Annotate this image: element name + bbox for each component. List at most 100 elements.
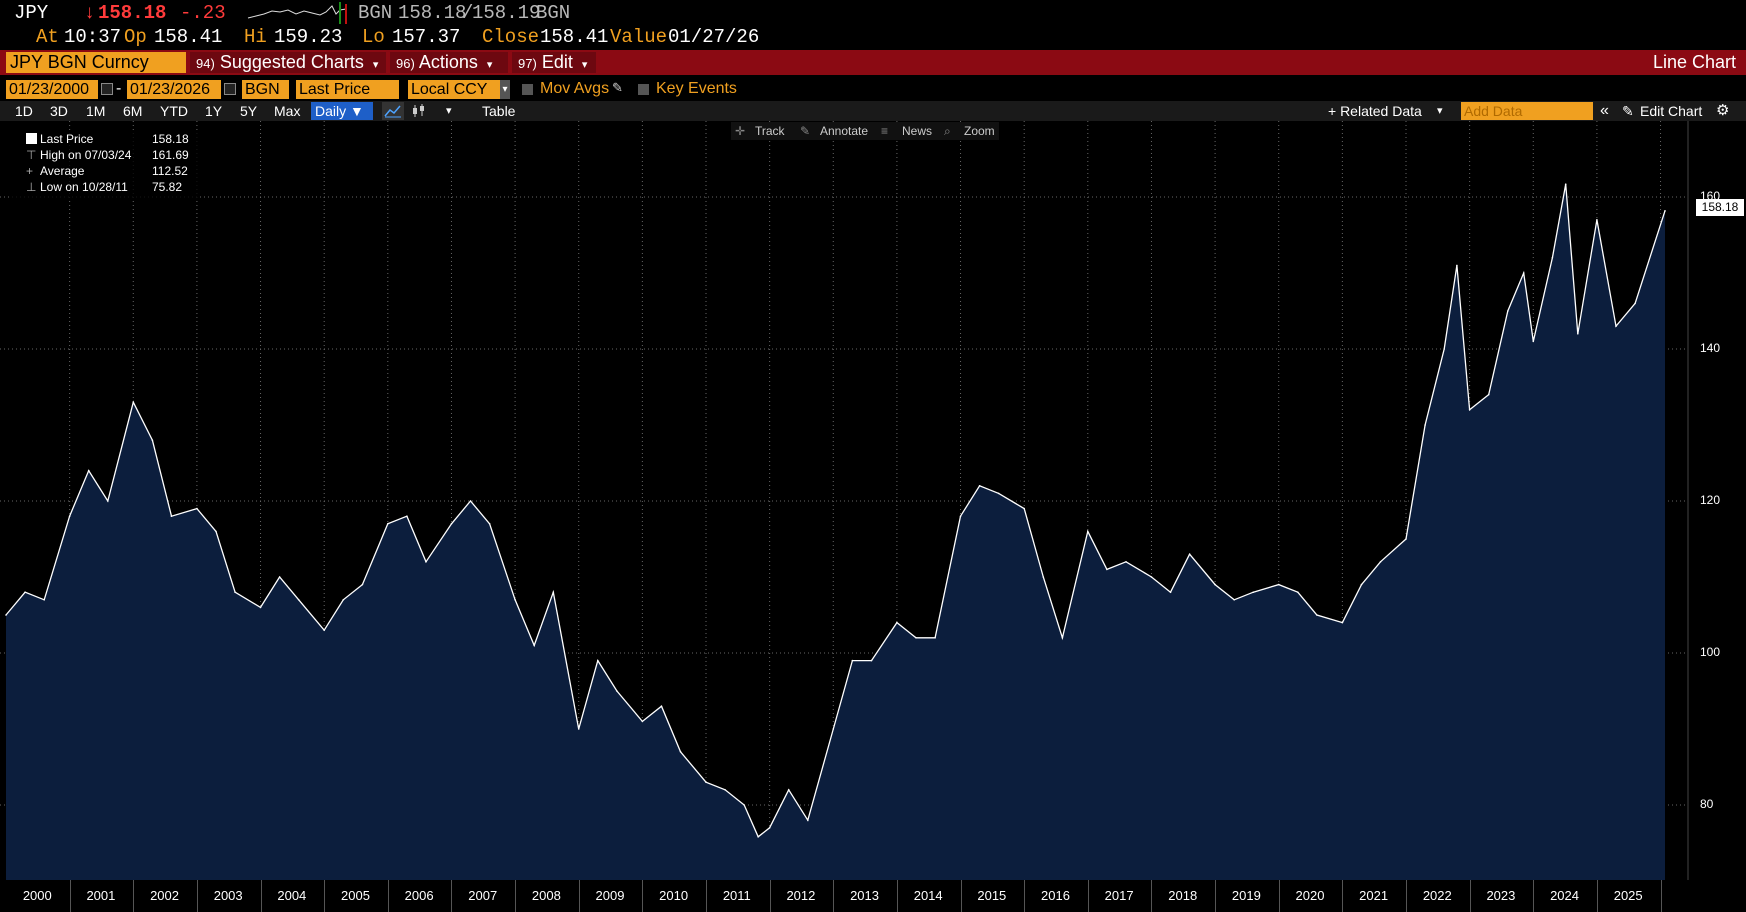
- price-point: [787, 789, 790, 791]
- end-date-field[interactable]: 01/23/2026: [127, 80, 221, 99]
- price-point: [1596, 219, 1598, 221]
- security-field[interactable]: JPY BGN Curncy: [6, 52, 186, 73]
- price-point: [1360, 583, 1363, 586]
- price-point: [24, 591, 26, 593]
- price-point: [107, 500, 109, 502]
- gear-icon[interactable]: ⚙: [1716, 102, 1730, 119]
- mov-avgs-label[interactable]: Mov Avgs: [540, 80, 610, 97]
- x-tick-separator: [69, 880, 71, 912]
- x-tick-label: 2021: [1359, 888, 1389, 903]
- price-point: [68, 515, 71, 517]
- price-point: [724, 789, 726, 791]
- price-point: [323, 629, 325, 631]
- suggested-charts-menu[interactable]: 94) Suggested Charts ▾: [190, 52, 386, 73]
- price-point: [278, 576, 281, 578]
- chevron-down-icon[interactable]: ▾: [1437, 105, 1443, 117]
- calendar-icon[interactable]: [224, 83, 236, 95]
- pencil-icon[interactable]: ✎: [1622, 103, 1634, 119]
- price-points: [5, 183, 1666, 838]
- edit-menu[interactable]: 97) Edit ▾: [512, 52, 596, 73]
- open-value: 158.41: [154, 26, 223, 48]
- news-icon[interactable]: ≡: [881, 124, 889, 138]
- period-6m[interactable]: 6M: [123, 103, 143, 119]
- actions-menu[interactable]: 96) Actions ▾: [390, 52, 508, 73]
- period-max[interactable]: Max: [274, 103, 301, 119]
- legend-value: 158.18: [152, 132, 189, 146]
- x-tick-separator: [1278, 880, 1280, 912]
- price-point: [5, 614, 7, 616]
- close-value: 158.41: [540, 26, 609, 48]
- last-price-tag: 158.18: [1696, 199, 1744, 216]
- start-date-field[interactable]: 01/23/2000: [6, 80, 98, 99]
- value-date: 01/27/26: [668, 26, 760, 48]
- period-1m[interactable]: 1M: [86, 103, 106, 119]
- price-point: [1615, 325, 1617, 327]
- price-point: [597, 659, 599, 662]
- period-3d[interactable]: 3D: [50, 103, 68, 119]
- quote-source-2: BGN: [536, 2, 571, 24]
- pencil-icon[interactable]: ✎: [612, 80, 623, 95]
- at-label: At: [36, 26, 59, 48]
- collapse-icon[interactable]: «: [1600, 102, 1609, 119]
- candlestick-icon[interactable]: [410, 102, 428, 120]
- last-price: 158.18: [98, 2, 167, 24]
- zoom-button[interactable]: Zoom: [964, 124, 995, 138]
- x-tick-label: 2007: [468, 888, 498, 903]
- price-point: [1233, 599, 1235, 601]
- edit-chart-button[interactable]: Edit Chart: [1640, 103, 1703, 119]
- period-ytd[interactable]: YTD: [160, 103, 188, 119]
- price-point: [934, 637, 936, 639]
- x-tick-separator: [196, 880, 198, 912]
- zoom-icon[interactable]: ⌕: [944, 124, 951, 138]
- add-data-input[interactable]: Add Data: [1461, 102, 1593, 120]
- field-selector[interactable]: Last Price: [296, 80, 399, 99]
- key-events-checkbox[interactable]: [638, 84, 649, 95]
- period-5y[interactable]: 5Y: [240, 103, 258, 119]
- price-point: [807, 819, 809, 821]
- frequency-selector[interactable]: Daily ▼: [311, 102, 373, 120]
- price-point: [1106, 568, 1108, 571]
- period-1y[interactable]: 1Y: [205, 103, 223, 119]
- price-point: [1456, 264, 1458, 267]
- chevron-down-icon[interactable]: ▾: [500, 80, 510, 99]
- chevron-down-icon: ▾: [372, 59, 379, 71]
- x-tick-label: 2013: [850, 888, 879, 903]
- calendar-icon[interactable]: [101, 83, 113, 95]
- price-point: [1532, 340, 1535, 343]
- price-point: [425, 561, 427, 563]
- chevron-down-icon[interactable]: ▾: [446, 105, 452, 117]
- price-point: [1125, 561, 1127, 563]
- price-point: [387, 523, 389, 525]
- related-data-button[interactable]: + Related Data: [1328, 103, 1422, 119]
- x-tick-label: 2010: [659, 888, 689, 903]
- price-chart[interactable]: [0, 121, 1746, 881]
- price-point: [616, 690, 618, 692]
- mov-avgs-checkbox[interactable]: [522, 84, 533, 95]
- source-field[interactable]: BGN: [242, 80, 289, 99]
- price-point: [87, 469, 90, 472]
- price-point: [1316, 614, 1318, 616]
- line-chart-icon[interactable]: [382, 102, 404, 120]
- period-1d[interactable]: 1D: [15, 103, 33, 119]
- price-point: [196, 507, 198, 510]
- x-tick-label: 2011: [722, 888, 751, 903]
- price-point: [851, 659, 854, 662]
- news-button[interactable]: News: [902, 124, 933, 138]
- x-tick-separator: [1087, 880, 1089, 912]
- price-point: [1277, 583, 1280, 586]
- x-tick-separator: [1151, 880, 1153, 912]
- price-point: [1023, 507, 1025, 510]
- annotate-button[interactable]: Annotate: [820, 124, 869, 138]
- track-button[interactable]: Track: [755, 124, 785, 138]
- crosshair-icon[interactable]: ✛: [735, 124, 746, 138]
- x-tick-label: 2001: [86, 888, 116, 903]
- x-tick-separator: [324, 880, 326, 912]
- currency-selector[interactable]: Local CCY: [408, 80, 500, 99]
- table-button[interactable]: Table: [482, 103, 516, 119]
- price-point: [959, 515, 962, 517]
- x-tick-label: 2024: [1550, 888, 1579, 903]
- key-events-label[interactable]: Key Events: [656, 80, 737, 97]
- low-label: Lo: [362, 26, 385, 48]
- pencil-icon[interactable]: ✎: [800, 124, 811, 138]
- net-change: -.23: [180, 2, 226, 24]
